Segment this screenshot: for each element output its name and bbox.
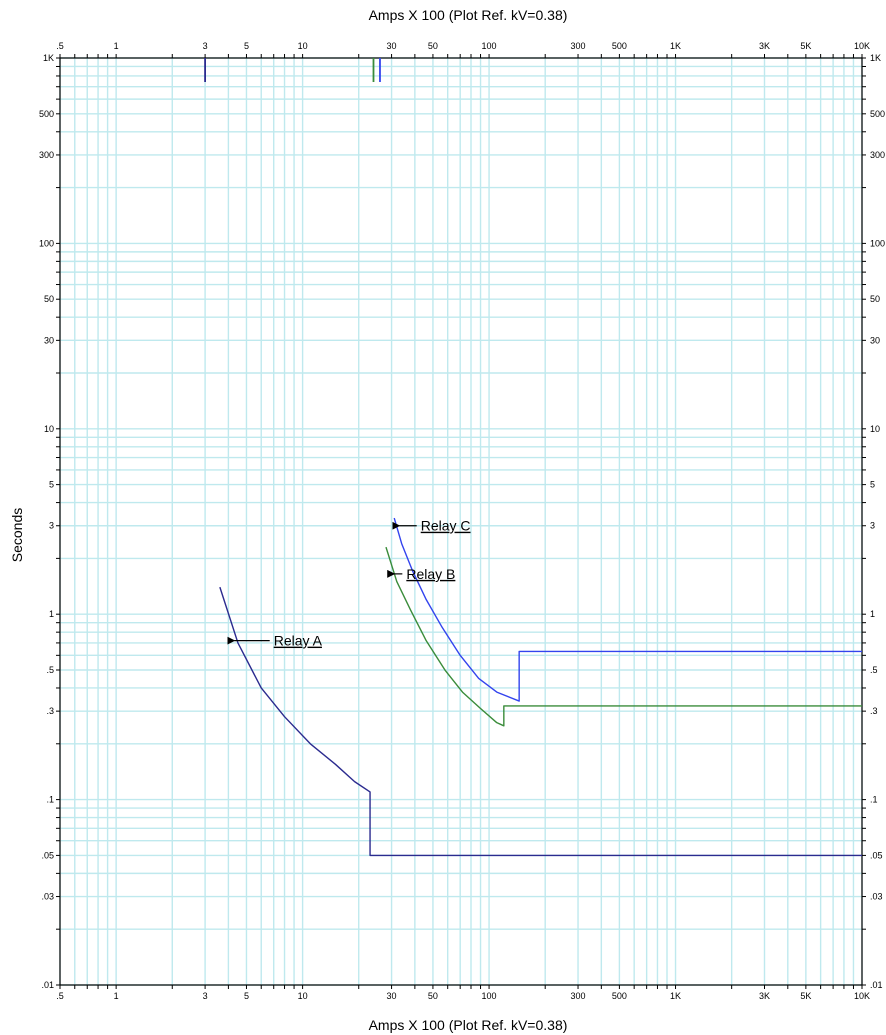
x-tick-label-top: 100 xyxy=(482,41,497,51)
x-tick-label-bottom: 500 xyxy=(612,991,627,1001)
y-tick-label-right: 5 xyxy=(870,480,875,490)
y-tick-label-right: .5 xyxy=(870,665,878,675)
y-tick-label-left: .3 xyxy=(46,706,54,716)
x-tick-label-bottom: 10 xyxy=(298,991,308,1001)
y-tick-label-right: 1 xyxy=(870,609,875,619)
plot-background xyxy=(60,58,862,985)
x-tick-label-top: 10 xyxy=(298,41,308,51)
annotation-label-relay-a: Relay A xyxy=(274,633,323,649)
y-tick-label-left: 500 xyxy=(39,109,54,119)
y-axis-title: Seconds xyxy=(9,508,25,562)
x-tick-label-bottom: 300 xyxy=(571,991,586,1001)
tick-layer: .5 .5 1 1 3 3 5 5 10 10 30 30 50 50 100 100 300 300 500 500… xyxy=(39,41,885,1001)
x-tick-label-bottom: .5 xyxy=(56,991,64,1001)
y-tick-label-right: .3 xyxy=(870,706,878,716)
y-tick-label-left: .01 xyxy=(41,980,54,990)
y-tick-label-left: 50 xyxy=(44,294,54,304)
annotation-label-relay-c: Relay C xyxy=(421,518,471,534)
x-tick-label-bottom: 5K xyxy=(800,991,811,1001)
x-tick-label-bottom: 1 xyxy=(114,991,119,1001)
x-tick-label-bottom: 5 xyxy=(244,991,249,1001)
x-tick-label-top: 300 xyxy=(571,41,586,51)
x-tick-label-top: 10K xyxy=(854,41,870,51)
x-tick-label-bottom: 100 xyxy=(482,991,497,1001)
annotation-label-relay-b: Relay B xyxy=(406,566,455,582)
plot-frame xyxy=(59,57,863,986)
y-tick-label-right: 300 xyxy=(870,150,885,160)
y-tick-label-left: 100 xyxy=(39,238,54,248)
y-tick-label-left: 1 xyxy=(49,609,54,619)
y-tick-label-right: 30 xyxy=(870,335,880,345)
x-tick-label-bottom: 1K xyxy=(670,991,681,1001)
series-curve-relay-b xyxy=(385,546,862,727)
x-tick-label-top: 5K xyxy=(800,41,811,51)
y-tick-label-right: 3 xyxy=(870,521,875,531)
series-curve-relay-c xyxy=(393,517,862,702)
grid-layer xyxy=(59,57,863,986)
series-curve-relay-a xyxy=(219,586,862,857)
y-tick-label-left: 1K xyxy=(43,53,54,63)
y-tick-label-right: 10 xyxy=(870,424,880,434)
x-axis-title-bottom: Amps X 100 (Plot Ref. kV=0.38) xyxy=(369,1017,568,1033)
x-tick-label-top: 3 xyxy=(203,41,208,51)
y-tick-label-right: .01 xyxy=(870,980,883,990)
x-tick-label-bottom: 10K xyxy=(854,991,870,1001)
x-tick-label-top: 3K xyxy=(759,41,770,51)
x-tick-label-top: 30 xyxy=(387,41,397,51)
x-tick-label-top: 5 xyxy=(244,41,249,51)
y-tick-label-right: 1K xyxy=(870,53,881,63)
y-tick-label-right: .1 xyxy=(870,795,878,805)
y-tick-label-left: 300 xyxy=(39,150,54,160)
series-layer xyxy=(204,58,862,857)
y-tick-label-left: .1 xyxy=(46,795,54,805)
x-tick-label-top: 1 xyxy=(114,41,119,51)
x-tick-label-bottom: 3K xyxy=(759,991,770,1001)
y-tick-label-left: 5 xyxy=(49,480,54,490)
y-tick-label-right: .05 xyxy=(870,850,883,860)
y-tick-label-left: .5 xyxy=(46,665,54,675)
x-tick-label-top: 1K xyxy=(670,41,681,51)
y-tick-label-right: 50 xyxy=(870,294,880,304)
x-tick-label-bottom: 30 xyxy=(387,991,397,1001)
annotation-layer: Relay A Relay B Relay C xyxy=(227,518,471,649)
y-tick-label-left: 3 xyxy=(49,521,54,531)
x-axis-title-top: Amps X 100 (Plot Ref. kV=0.38) xyxy=(369,7,568,23)
y-tick-label-left: .05 xyxy=(41,850,54,860)
x-tick-label-top: 50 xyxy=(428,41,438,51)
x-tick-label-top: 500 xyxy=(612,41,627,51)
x-tick-label-bottom: 50 xyxy=(428,991,438,1001)
y-tick-label-left: 30 xyxy=(44,335,54,345)
y-tick-label-right: 500 xyxy=(870,109,885,119)
y-tick-label-right: 100 xyxy=(870,238,885,248)
y-tick-label-left: 10 xyxy=(44,424,54,434)
x-tick-label-bottom: 3 xyxy=(203,991,208,1001)
y-tick-label-right: .03 xyxy=(870,892,883,902)
x-tick-label-top: .5 xyxy=(56,41,64,51)
y-tick-label-left: .03 xyxy=(41,892,54,902)
